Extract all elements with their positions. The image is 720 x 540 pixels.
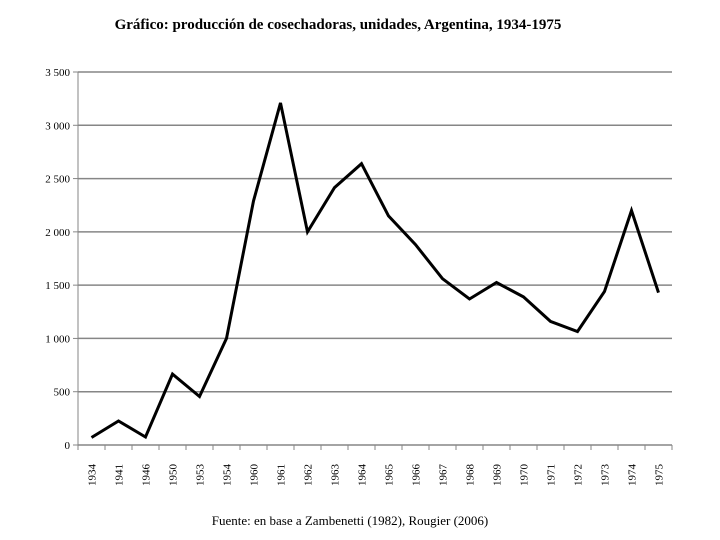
y-tick-labels: 0 500 1 000 1 500 2 000 2 500 3 000 3 500 (45, 67, 70, 452)
y-tick-label: 2 500 (45, 174, 70, 186)
x-tick-label: 1950 (168, 464, 180, 487)
x-tick-label: 1967 (438, 464, 450, 487)
x-tick-label: 1973 (600, 464, 612, 487)
axes (73, 71, 673, 450)
y-tick-label: 3 500 (45, 67, 70, 79)
gridlines (78, 71, 672, 393)
x-tick-label: 1941 (114, 464, 126, 486)
x-tick-label: 1972 (573, 464, 585, 486)
series-layer (90, 102, 660, 440)
x-tick-label: 1964 (357, 464, 369, 487)
x-tick-label: 1946 (141, 464, 153, 487)
x-tick-label: 1934 (87, 464, 99, 487)
x-tick-label: 1970 (519, 464, 531, 487)
x-tick-label: 1975 (654, 464, 666, 487)
source-note: Fuente: en base a Zambenetti (1982), Rou… (211, 513, 489, 528)
x-tick-label: 1966 (411, 464, 423, 487)
x-tick-label: 1960 (249, 464, 261, 487)
x-tick-label: 1962 (303, 464, 315, 486)
x-tick-labels: 1934 1941 1946 1950 1953 1954 1960 1961 1962 1963… (87, 464, 666, 487)
y-tick-label: 0 (65, 440, 71, 452)
x-tick-label: 1965 (384, 464, 396, 487)
y-tick-label: 3 000 (45, 120, 70, 132)
y-tick-label: 1 500 (45, 280, 70, 292)
y-tick-label: 2 000 (45, 227, 70, 239)
x-tick-label: 1953 (195, 464, 207, 487)
chart-title: Gráfico: producción de cosechadoras, uni… (114, 17, 562, 33)
y-tick-label: 500 (54, 387, 71, 399)
x-tick-label: 1968 (465, 464, 477, 487)
x-tick-label: 1961 (276, 464, 288, 486)
y-tick-label: 1 000 (45, 333, 70, 345)
x-tick-label: 1974 (627, 464, 639, 487)
series-line (90, 102, 660, 440)
x-tick-label: 1963 (330, 464, 342, 487)
x-tick-label: 1971 (546, 464, 558, 486)
x-tick-label: 1954 (222, 464, 234, 487)
x-tick-label: 1969 (492, 464, 504, 487)
